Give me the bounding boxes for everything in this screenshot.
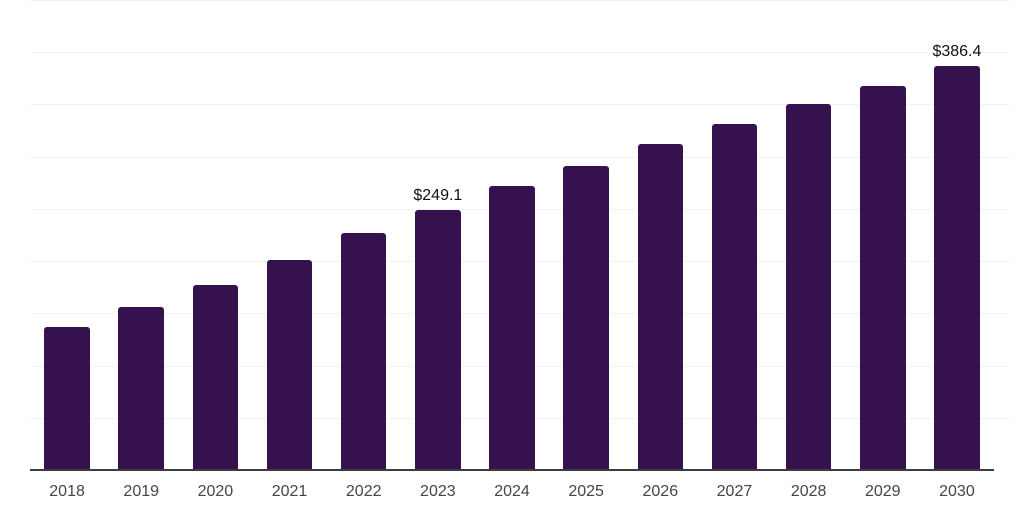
x-tick-label-2023: 2023 — [420, 483, 456, 500]
x-tick-label-2018: 2018 — [49, 483, 85, 500]
gridline-450 — [30, 0, 1010, 1]
bar-2030 — [934, 66, 980, 470]
bar-2027 — [711, 123, 758, 470]
x-tick-label-2027: 2027 — [716, 483, 753, 500]
x-tick-label-2028: 2028 — [790, 483, 827, 500]
x-tick-label-2029: 2029 — [864, 483, 901, 500]
bar-2020 — [192, 284, 239, 470]
x-tick-label-2030: 2030 — [939, 483, 975, 500]
data-label-2023: $249.1 — [413, 186, 463, 204]
gridline-300 — [30, 156, 1010, 158]
bar-2019 — [118, 307, 164, 470]
x-tick-label-2025: 2025 — [568, 483, 604, 500]
gridline-400 — [30, 52, 1010, 54]
bar-2028 — [785, 104, 832, 470]
bar-2025 — [563, 165, 609, 470]
x-tick-label-2024: 2024 — [494, 483, 530, 500]
bar-2018 — [44, 326, 90, 470]
x-tick-label-2026: 2026 — [642, 483, 679, 500]
x-tick-label-2019: 2019 — [123, 483, 160, 500]
x-tick-label-2022: 2022 — [345, 483, 382, 500]
x-tick-label-2021: 2021 — [271, 483, 308, 500]
bar-2029 — [860, 85, 906, 470]
bar-2021 — [266, 259, 313, 470]
gridline-350 — [30, 104, 1010, 106]
data-label-2030: $386.4 — [932, 43, 982, 61]
x-tick-label-2020: 2020 — [197, 483, 234, 500]
x-axis-line — [30, 469, 994, 471]
bar-2026 — [637, 143, 684, 470]
bar-2023 — [415, 209, 461, 470]
bar-2024 — [489, 186, 535, 470]
bar-2022 — [340, 233, 387, 470]
